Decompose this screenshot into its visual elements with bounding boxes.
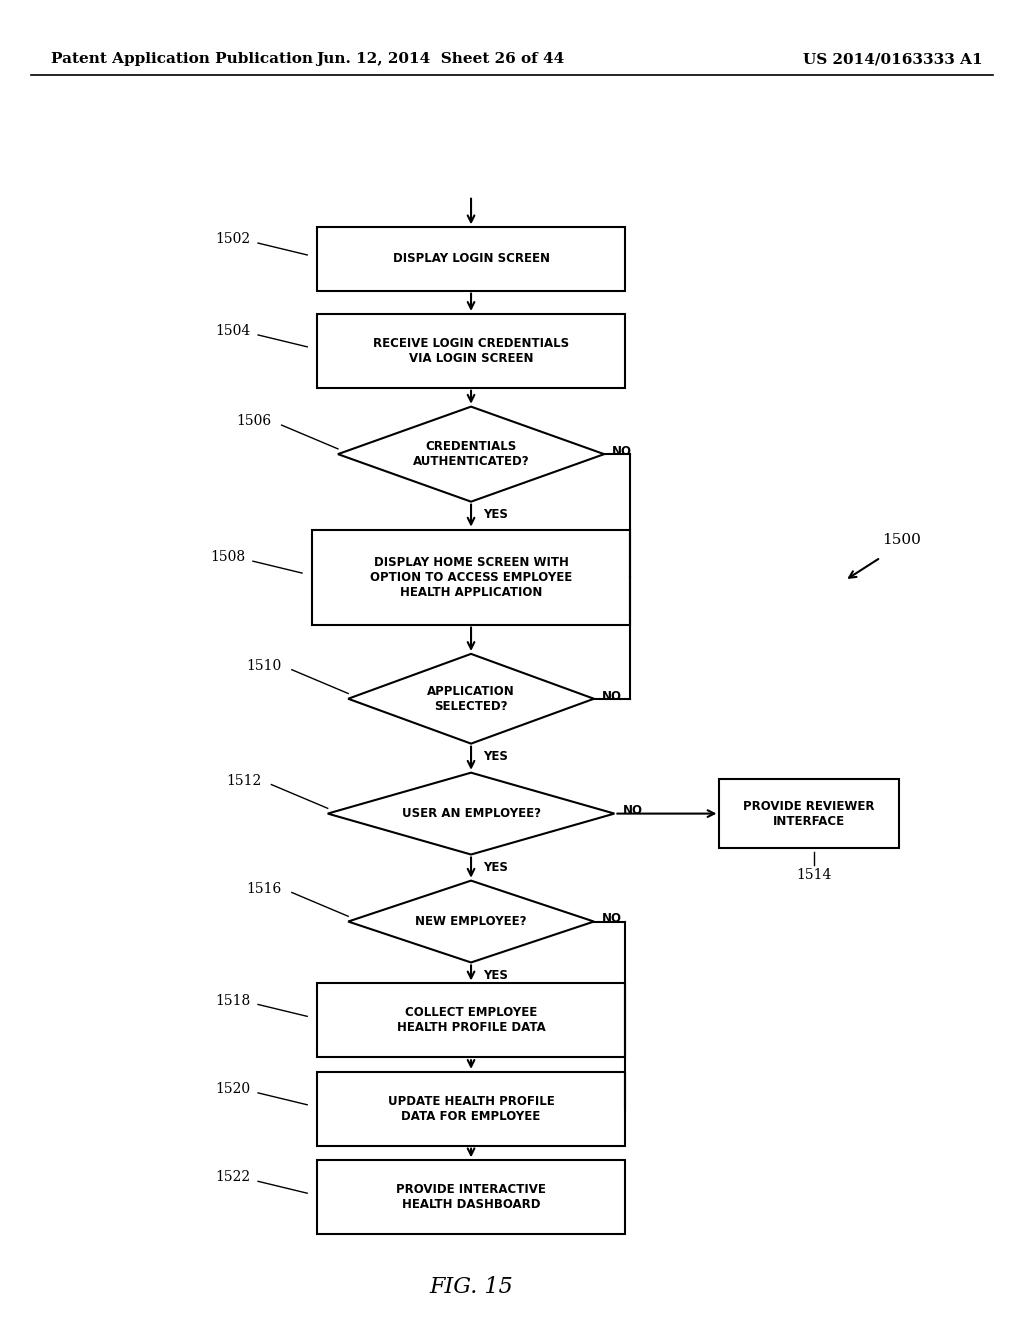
Text: 1502: 1502 bbox=[216, 232, 251, 246]
Text: 1518: 1518 bbox=[216, 994, 251, 1007]
Text: 1508: 1508 bbox=[211, 550, 246, 564]
Text: YES: YES bbox=[483, 969, 508, 982]
Bar bbox=[317, 983, 625, 1057]
Bar bbox=[317, 314, 625, 388]
Text: 1504: 1504 bbox=[216, 323, 251, 338]
Bar bbox=[719, 779, 899, 847]
Text: PROVIDE INTERACTIVE
HEALTH DASHBOARD: PROVIDE INTERACTIVE HEALTH DASHBOARD bbox=[396, 1183, 546, 1212]
Text: YES: YES bbox=[483, 861, 508, 874]
Bar bbox=[317, 1160, 625, 1234]
Text: YES: YES bbox=[483, 750, 508, 763]
Text: 1522: 1522 bbox=[216, 1171, 251, 1184]
Text: 1506: 1506 bbox=[237, 414, 271, 428]
Text: UPDATE HEALTH PROFILE
DATA FOR EMPLOYEE: UPDATE HEALTH PROFILE DATA FOR EMPLOYEE bbox=[388, 1094, 554, 1123]
Text: 1516: 1516 bbox=[247, 882, 282, 895]
Text: 1510: 1510 bbox=[247, 659, 282, 673]
Text: RECEIVE LOGIN CREDENTIALS
VIA LOGIN SCREEN: RECEIVE LOGIN CREDENTIALS VIA LOGIN SCRE… bbox=[373, 337, 569, 364]
Bar bbox=[317, 1072, 625, 1146]
Text: CREDENTIALS
AUTHENTICATED?: CREDENTIALS AUTHENTICATED? bbox=[413, 440, 529, 469]
Text: 1520: 1520 bbox=[216, 1082, 251, 1096]
Text: 1512: 1512 bbox=[226, 774, 261, 788]
Text: 1500: 1500 bbox=[882, 533, 921, 548]
Text: DISPLAY LOGIN SCREEN: DISPLAY LOGIN SCREEN bbox=[392, 252, 550, 265]
Text: FIG. 15: FIG. 15 bbox=[429, 1276, 513, 1298]
Text: PROVIDE REVIEWER
INTERFACE: PROVIDE REVIEWER INTERFACE bbox=[743, 800, 874, 828]
Text: NEW EMPLOYEE?: NEW EMPLOYEE? bbox=[416, 915, 526, 928]
Text: Patent Application Publication: Patent Application Publication bbox=[51, 53, 313, 66]
Text: USER AN EMPLOYEE?: USER AN EMPLOYEE? bbox=[401, 807, 541, 820]
Text: NO: NO bbox=[602, 689, 623, 702]
Text: DISPLAY HOME SCREEN WITH
OPTION TO ACCESS EMPLOYEE
HEALTH APPLICATION: DISPLAY HOME SCREEN WITH OPTION TO ACCES… bbox=[370, 556, 572, 598]
Text: COLLECT EMPLOYEE
HEALTH PROFILE DATA: COLLECT EMPLOYEE HEALTH PROFILE DATA bbox=[396, 1006, 546, 1035]
Text: US 2014/0163333 A1: US 2014/0163333 A1 bbox=[804, 53, 983, 66]
Bar bbox=[312, 529, 630, 624]
Text: APPLICATION
SELECTED?: APPLICATION SELECTED? bbox=[427, 685, 515, 713]
Text: 1514: 1514 bbox=[797, 867, 831, 882]
Bar bbox=[317, 227, 625, 290]
Text: YES: YES bbox=[483, 508, 508, 521]
Text: Jun. 12, 2014  Sheet 26 of 44: Jun. 12, 2014 Sheet 26 of 44 bbox=[316, 53, 564, 66]
Text: NO: NO bbox=[602, 912, 623, 925]
Text: NO: NO bbox=[612, 445, 633, 458]
Text: NO: NO bbox=[623, 804, 643, 817]
